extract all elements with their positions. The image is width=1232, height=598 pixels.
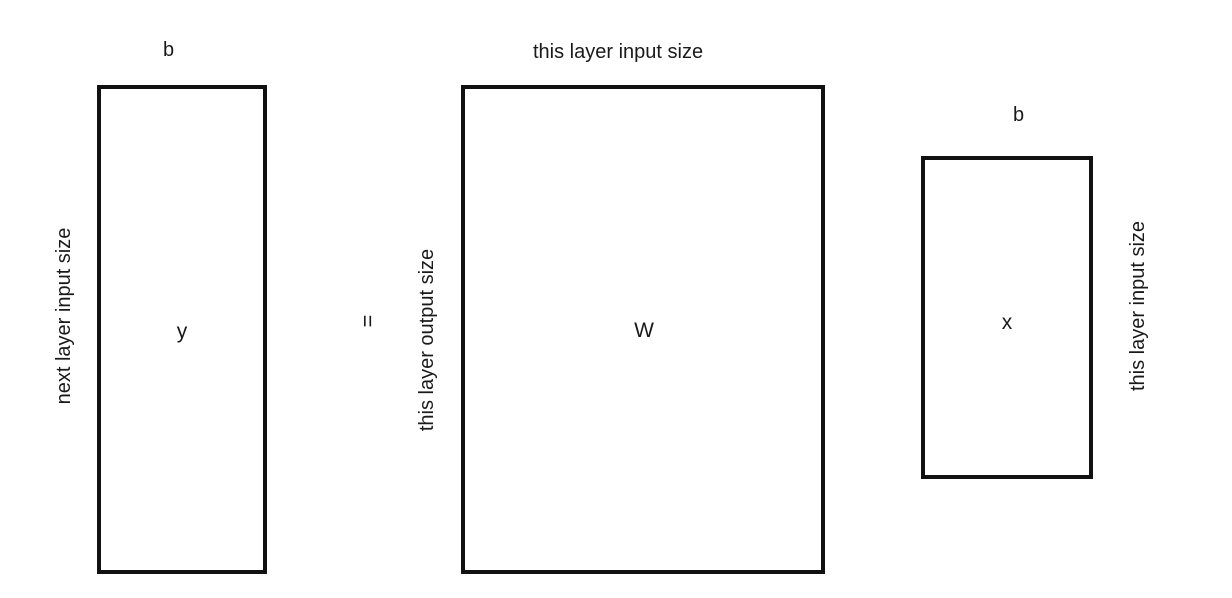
w-matrix-symbol: W xyxy=(634,319,654,342)
x-matrix-top-label: b xyxy=(1013,104,1025,126)
y-matrix-symbol: y xyxy=(176,320,188,343)
x-matrix-box xyxy=(921,156,1093,479)
y-matrix-box xyxy=(97,85,267,574)
w-matrix-side-label: this layer output size xyxy=(416,248,438,432)
x-matrix-side-label: this layer input size xyxy=(1127,220,1149,392)
w-matrix-box xyxy=(461,85,825,574)
y-matrix-top-label: b xyxy=(163,39,175,61)
w-matrix-top-label: this layer input size xyxy=(533,41,704,63)
y-matrix-side-label: next layer input size xyxy=(53,227,75,405)
x-matrix-symbol: x xyxy=(1001,311,1013,334)
equals-sign: = xyxy=(355,314,380,328)
